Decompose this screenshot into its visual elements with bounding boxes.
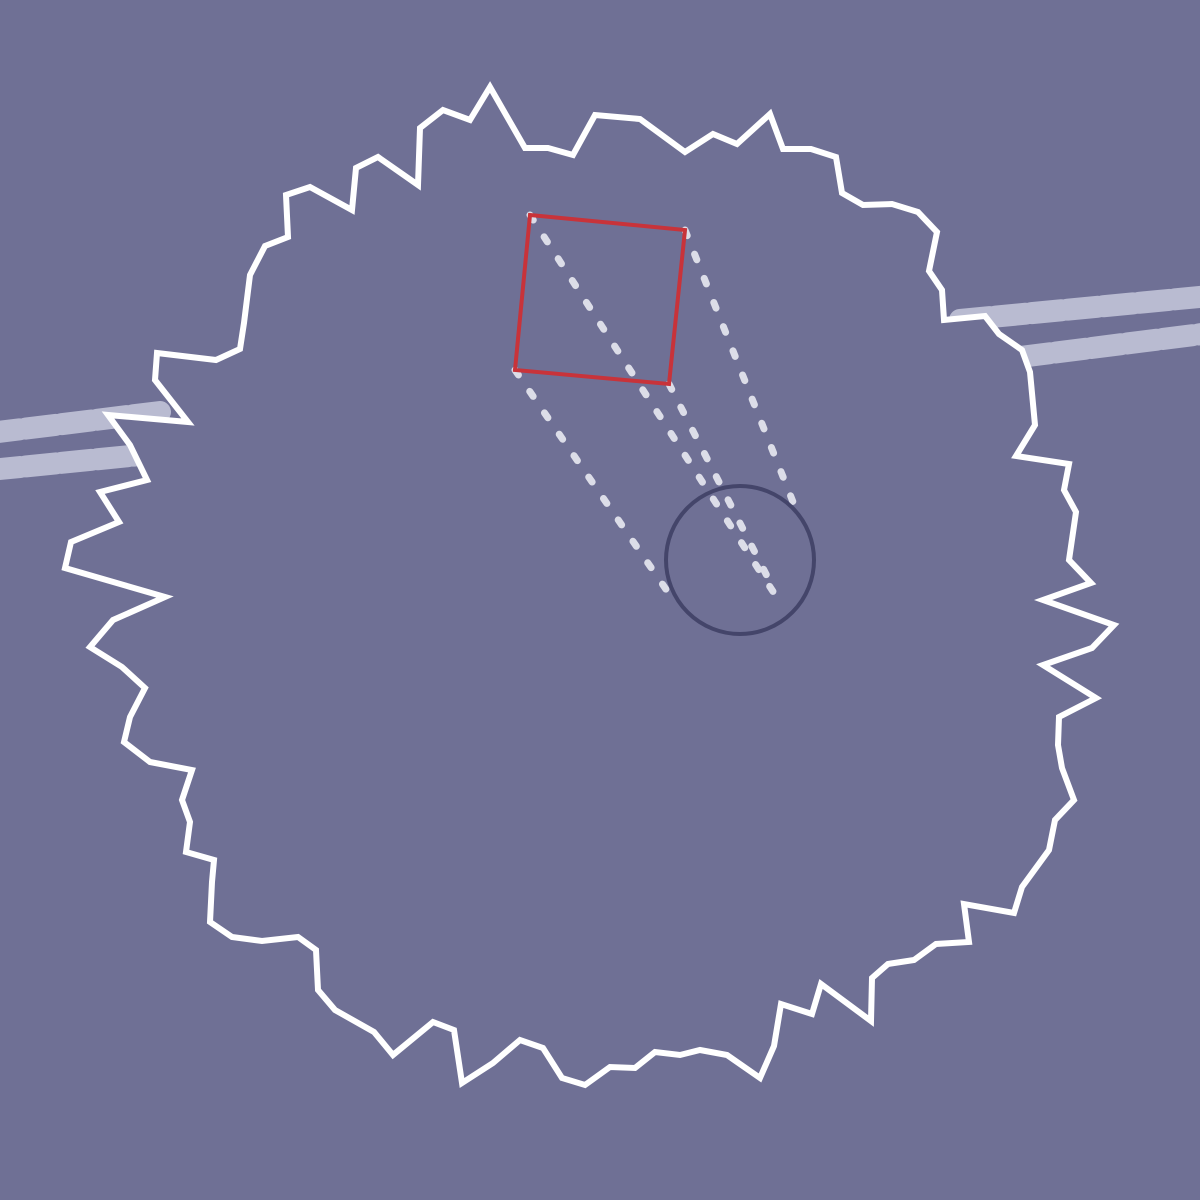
right-track-rail-lower bbox=[1009, 323, 1200, 368]
right-track-rail-upper bbox=[949, 285, 1200, 331]
trajectory-line-center bbox=[526, 211, 787, 611]
trajectory-line-right bbox=[681, 226, 801, 516]
trajectory-line-inner bbox=[665, 380, 772, 582]
trajectory-line-left bbox=[511, 366, 676, 602]
target-frame bbox=[512, 212, 688, 387]
arena-outline bbox=[61, 81, 1120, 1089]
left-track-rail-lower bbox=[0, 444, 151, 481]
right-track bbox=[949, 285, 1200, 368]
puck[interactable] bbox=[664, 484, 816, 636]
trajectory-lines bbox=[511, 211, 801, 611]
